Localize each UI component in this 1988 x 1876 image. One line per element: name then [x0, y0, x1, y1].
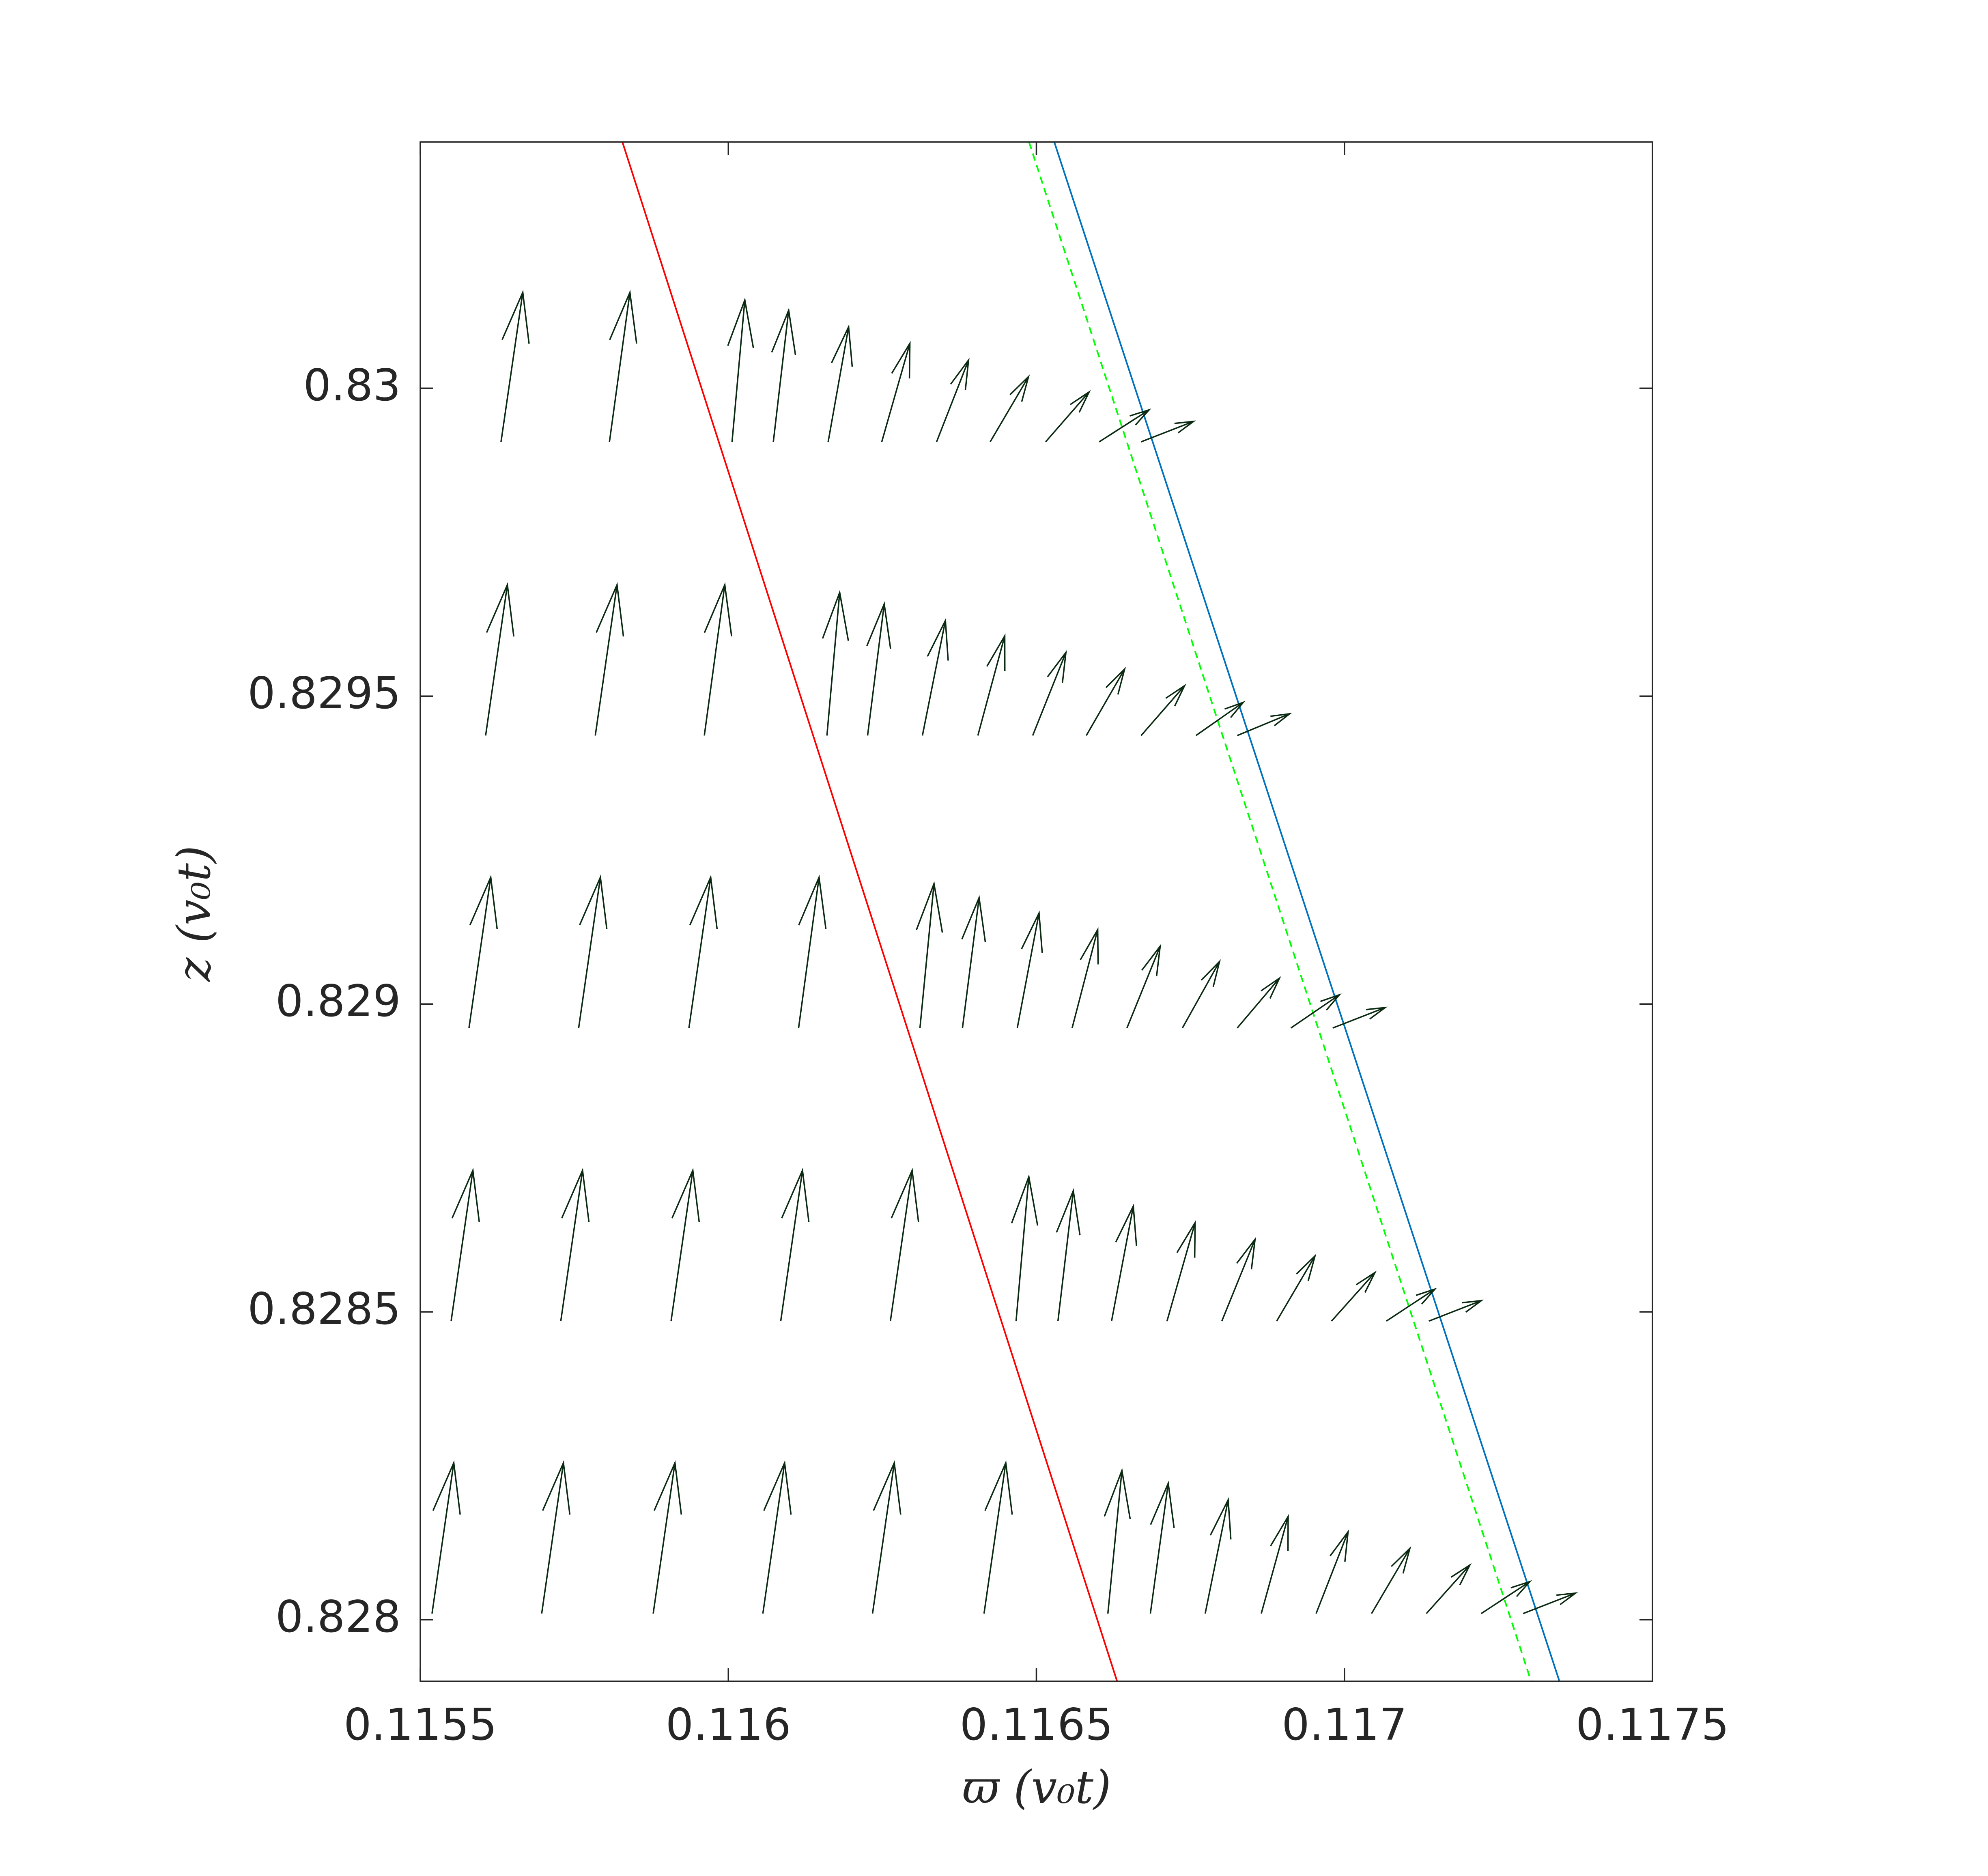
arrow — [1166, 1220, 1196, 1322]
arrow — [866, 601, 891, 736]
arrow — [889, 1167, 919, 1322]
y-tick-label: 0.828 — [275, 1592, 401, 1642]
arrow — [780, 1167, 810, 1322]
plot-area — [420, 142, 1652, 1681]
x-axis-label: ϖ (v₀t) — [962, 1761, 1111, 1814]
arrow — [1195, 701, 1246, 736]
curve — [1028, 142, 1532, 1682]
x-tick-label: 0.1165 — [960, 1700, 1113, 1750]
arrow — [450, 1167, 480, 1322]
arrow — [1237, 976, 1281, 1029]
curve — [1053, 142, 1560, 1682]
arrow — [1141, 420, 1196, 443]
arrow — [609, 290, 637, 442]
arrow — [961, 895, 986, 1028]
arrow — [1426, 1563, 1472, 1614]
arrow — [704, 582, 732, 736]
arrow — [827, 324, 853, 442]
arrow — [1140, 683, 1187, 736]
arrow — [1276, 1253, 1317, 1322]
arrow — [1332, 1006, 1388, 1029]
arrow — [762, 1460, 792, 1614]
arrow — [1429, 1300, 1484, 1322]
x-tick-label: 0.1155 — [344, 1700, 497, 1750]
arrow — [652, 1460, 682, 1614]
arrow — [1099, 408, 1151, 443]
arrow — [990, 374, 1030, 443]
arrow — [1523, 1592, 1578, 1614]
y-axis-label: z (v₀t) — [168, 845, 221, 982]
x-tick-label: 0.117 — [1282, 1700, 1407, 1750]
arrow — [468, 875, 498, 1028]
arrow — [670, 1167, 700, 1322]
x-tick-label: 0.116 — [666, 1700, 791, 1750]
arrow — [881, 341, 911, 442]
arrow — [1386, 1287, 1437, 1322]
arrow — [1011, 1174, 1039, 1322]
arrow — [1315, 1529, 1349, 1614]
arrow — [1290, 993, 1342, 1029]
arrow — [977, 633, 1006, 736]
arrow — [1237, 713, 1292, 736]
arrow — [727, 297, 754, 442]
arrow — [822, 589, 849, 736]
arrow — [1126, 943, 1162, 1029]
arrow — [1181, 959, 1221, 1029]
arrow — [1149, 1481, 1175, 1614]
arrow — [500, 290, 530, 442]
arrow — [916, 881, 943, 1028]
arrow — [771, 307, 796, 442]
arrow — [1480, 1580, 1532, 1614]
x-tick-label: 0.1175 — [1576, 1700, 1729, 1750]
arrow — [1056, 1188, 1081, 1322]
curve — [622, 142, 1118, 1682]
arrow — [1204, 1497, 1232, 1614]
arrow — [1071, 927, 1099, 1028]
arrow — [560, 1167, 590, 1322]
arrow — [431, 1460, 461, 1614]
arrow — [1085, 666, 1126, 736]
arrow — [594, 582, 624, 736]
arrow — [871, 1460, 901, 1614]
y-tick-label: 0.83 — [303, 360, 401, 411]
y-tick-label: 0.8295 — [247, 668, 401, 719]
y-tick-label: 0.8285 — [247, 1284, 401, 1334]
arrow — [1016, 910, 1043, 1028]
arrow — [936, 357, 970, 442]
arrow — [541, 1460, 571, 1614]
y-tick-label: 0.829 — [275, 976, 401, 1027]
arrow — [1045, 390, 1091, 443]
arrow — [1371, 1546, 1411, 1614]
arrow — [1261, 1514, 1289, 1614]
arrow — [688, 875, 718, 1028]
arrow — [983, 1460, 1013, 1614]
arrow — [798, 875, 827, 1028]
arrow — [485, 582, 515, 736]
arrow — [1331, 1270, 1377, 1322]
arrow — [578, 875, 608, 1028]
arrow — [1221, 1237, 1256, 1322]
arrow — [1111, 1203, 1137, 1322]
arrow — [1104, 1468, 1131, 1614]
arrow — [1032, 650, 1067, 736]
arrow — [921, 618, 949, 736]
